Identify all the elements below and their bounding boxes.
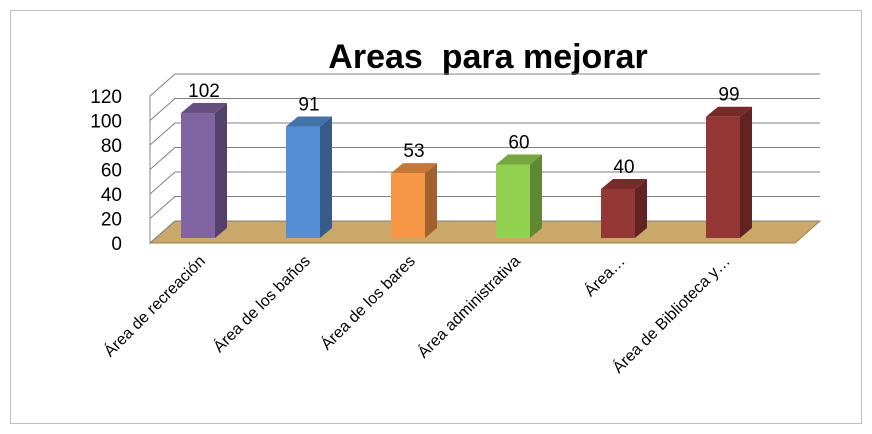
y-tick-label: 20 (101, 210, 122, 231)
bar-front (391, 173, 425, 238)
grid-line (149, 98, 820, 121)
bar (286, 116, 332, 238)
bar-side (425, 163, 437, 238)
grid-line (149, 73, 820, 97)
bar-top (496, 154, 542, 165)
y-tick-label: 0 (111, 234, 122, 255)
bar-top (391, 163, 437, 174)
bar (181, 103, 227, 238)
bar-front (181, 113, 215, 238)
bar-front (601, 189, 635, 238)
bar (706, 106, 752, 238)
bar (391, 163, 437, 238)
bar-front (706, 116, 740, 238)
bar-top (601, 179, 647, 189)
bar (496, 154, 542, 238)
grid-line (149, 147, 820, 170)
y-tick-label: 40 (101, 185, 122, 206)
bar-side (635, 179, 647, 238)
y-tick-label: 120 (90, 87, 122, 108)
value-label: 102 (188, 81, 220, 102)
bar-side (320, 116, 332, 238)
bar-side (530, 154, 542, 238)
bar-side (740, 106, 752, 238)
value-label: 60 (508, 133, 529, 154)
value-label: 53 (403, 141, 424, 162)
y-tick-label: 60 (101, 161, 122, 182)
value-label: 91 (298, 95, 319, 116)
bar-top (286, 116, 332, 127)
grid-line (149, 122, 820, 146)
bar-front (496, 164, 530, 238)
y-tick-label: 80 (101, 136, 122, 157)
bar-side (215, 103, 227, 238)
bar-top (706, 106, 752, 117)
y-tick-label: 100 (90, 112, 122, 133)
value-label: 99 (718, 85, 739, 106)
bar (601, 179, 647, 238)
chart-title: Areas para mejorar (328, 38, 647, 76)
value-label: 40 (613, 157, 634, 178)
bar-top (181, 103, 227, 114)
grid-line (149, 171, 820, 195)
bar-front (286, 126, 320, 238)
